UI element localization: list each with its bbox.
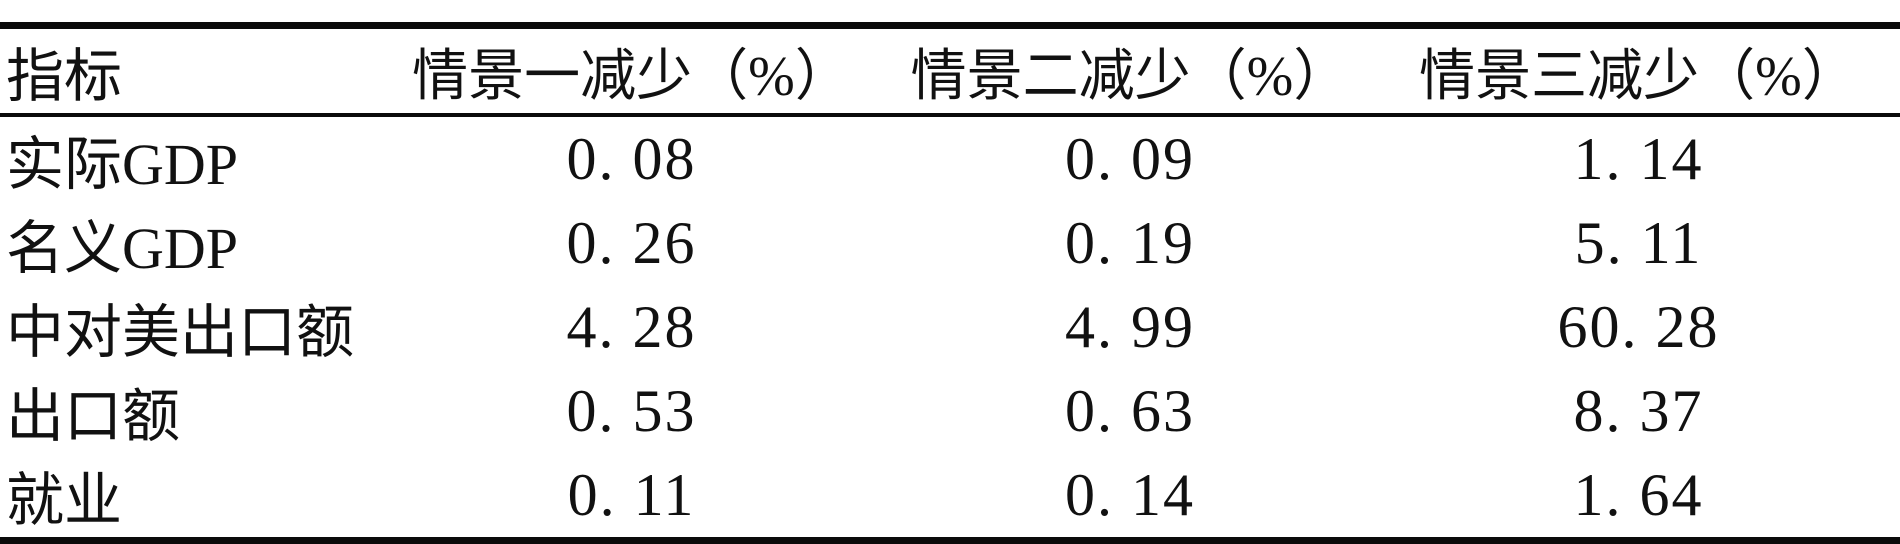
value-cell: 60. 28 [1557, 293, 1720, 360]
scenario-reduction-table-wrap: 指标 情景一减少（%） 情景二减少（%） 情景三减少（%） 实际GDP 0. 0… [0, 22, 1900, 544]
value-cell: 0. 63 [1065, 377, 1195, 444]
table-row-real-gdp: 实际GDP 0. 08 0. 09 1. 14 [0, 115, 1900, 201]
value-cell: 4. 28 [566, 293, 697, 360]
value-cell: 0. 53 [566, 377, 697, 444]
value-cell: 0. 26 [566, 209, 697, 276]
header-scenario-2: 情景二减少（%） [910, 45, 1350, 108]
table-row-exports: 出口额 0. 53 0. 63 8. 37 [0, 369, 1900, 453]
value-cell: 8. 37 [1573, 377, 1704, 444]
table-row-employment: 就业 0. 11 0. 14 1. 64 [0, 453, 1900, 541]
row-label: 就业 [6, 468, 123, 533]
row-label: 实际GDP [6, 132, 239, 197]
table-row-china-us-exports: 中对美出口额 4. 28 4. 99 60. 28 [0, 285, 1900, 369]
table-row-nominal-gdp: 名义GDP 0. 26 0. 19 5. 11 [0, 201, 1900, 285]
header-scenario-3: 情景三减少（%） [1419, 45, 1858, 108]
value-cell: 0. 11 [567, 461, 696, 528]
row-label: 中对美出口额 [6, 300, 355, 365]
row-label: 出口额 [6, 384, 181, 449]
value-cell: 5. 11 [1574, 209, 1703, 276]
value-cell: 4. 99 [1065, 293, 1195, 360]
value-cell: 1. 14 [1573, 125, 1704, 192]
value-cell: 0. 09 [1065, 125, 1195, 192]
row-label: 名义GDP [6, 216, 239, 281]
value-cell: 0. 14 [1065, 461, 1195, 528]
value-cell: 1. 64 [1573, 461, 1704, 528]
header-scenario-1: 情景一减少（%） [412, 45, 851, 108]
header-indicator: 指标 [6, 44, 123, 109]
header-row: 指标 情景一减少（%） 情景二减少（%） 情景三减少（%） [0, 26, 1900, 115]
value-cell: 0. 08 [566, 125, 697, 192]
scenario-reduction-table: 指标 情景一减少（%） 情景二减少（%） 情景三减少（%） 实际GDP 0. 0… [0, 22, 1900, 544]
value-cell: 0. 19 [1065, 209, 1195, 276]
